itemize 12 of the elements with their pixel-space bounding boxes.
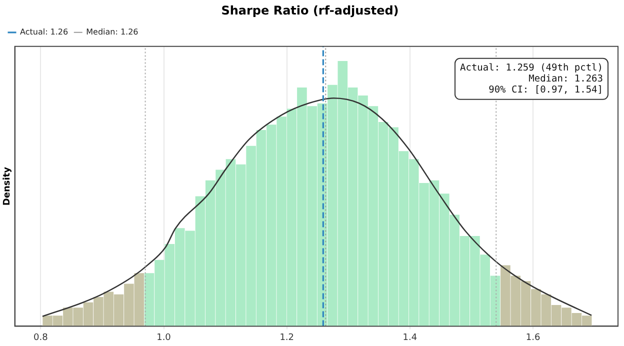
x-tick-label: 1.4 <box>402 332 418 343</box>
x-tick-label: 0.8 <box>33 332 48 343</box>
chart-title: Sharpe Ratio (rf-adjusted) <box>221 3 399 18</box>
annotation: Actual: 1.259 (49th pctl) <box>460 62 603 74</box>
x-tick-label: 1.0 <box>156 332 172 343</box>
x-tick-label: 1.2 <box>280 332 294 343</box>
legend-label: Actual: 1.26 <box>20 27 68 36</box>
y-axis-title: Density <box>2 166 13 206</box>
annotation: Median: 1.263 <box>528 74 603 85</box>
legend-label: Median: 1.26 <box>86 27 138 36</box>
x-tick-label: 1.6 <box>526 332 540 343</box>
annotation: 90% CI: [0.97, 1.54] <box>488 84 603 96</box>
